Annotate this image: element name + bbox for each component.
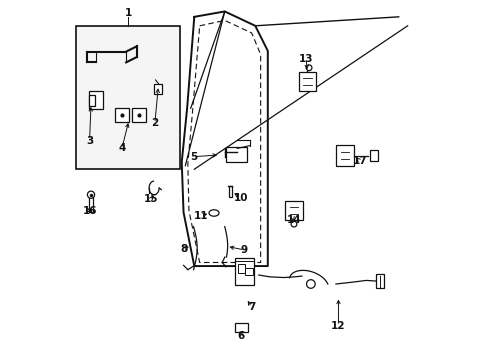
Bar	[234, 323, 248, 332]
Circle shape	[290, 221, 296, 227]
Text: 17: 17	[352, 156, 366, 166]
Bar	[238, 264, 244, 273]
Text: 4: 4	[118, 143, 125, 153]
Bar	[89, 95, 95, 106]
Bar	[88, 91, 102, 109]
Bar	[228, 186, 231, 197]
Text: 3: 3	[86, 136, 93, 145]
Text: 10: 10	[233, 193, 247, 203]
Bar	[298, 72, 315, 91]
Bar	[225, 147, 247, 162]
Bar	[244, 268, 252, 275]
Text: 1: 1	[124, 8, 131, 18]
Circle shape	[306, 280, 314, 288]
Bar	[335, 145, 353, 166]
Text: 8: 8	[180, 244, 187, 254]
Bar	[375, 274, 383, 288]
Bar	[369, 150, 377, 161]
Text: 5: 5	[189, 152, 197, 162]
Text: 14: 14	[286, 215, 300, 225]
Bar	[76, 26, 180, 169]
Text: 15: 15	[144, 194, 158, 204]
Bar	[285, 201, 302, 220]
Bar	[89, 195, 93, 212]
Bar	[115, 108, 129, 122]
Text: 2: 2	[151, 118, 158, 128]
Circle shape	[305, 65, 311, 71]
Text: 12: 12	[330, 321, 345, 331]
Text: 6: 6	[237, 331, 244, 341]
Bar	[132, 108, 146, 122]
Text: 9: 9	[241, 245, 247, 255]
Text: 7: 7	[247, 302, 255, 312]
Text: 16: 16	[82, 206, 97, 216]
Circle shape	[87, 191, 94, 198]
Text: 13: 13	[298, 54, 313, 64]
Ellipse shape	[208, 210, 219, 216]
Bar	[234, 258, 254, 285]
Bar	[154, 84, 162, 94]
Text: 11: 11	[193, 211, 207, 221]
